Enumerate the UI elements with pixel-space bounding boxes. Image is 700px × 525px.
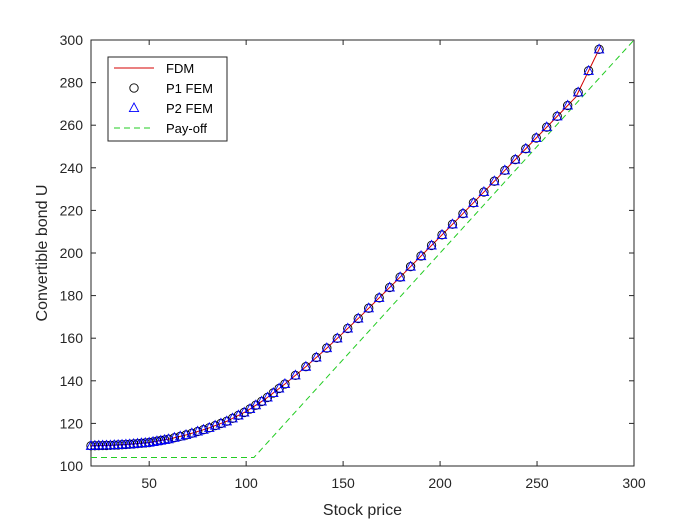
p2-fem-marker — [244, 403, 256, 414]
x-tick-label: 50 — [141, 475, 157, 491]
p2-fem-marker — [342, 322, 354, 333]
series-layer — [85, 39, 635, 458]
p2-fem-marker — [478, 186, 490, 197]
p2-fem-marker — [331, 332, 343, 343]
y-tick-label: 240 — [60, 160, 84, 176]
p2-fem-marker — [499, 164, 511, 175]
p2-fem-marker — [279, 378, 291, 389]
p2-fem-marker — [151, 435, 163, 446]
p2-fem-marker — [363, 302, 375, 313]
legend-label: P2 FEM — [166, 101, 213, 116]
p2-fem-marker — [300, 360, 312, 371]
legend-p1-swatch — [129, 83, 139, 93]
y-tick-label: 160 — [60, 330, 84, 346]
y-tick-label: 140 — [60, 373, 84, 389]
p2-fem-marker — [143, 436, 155, 447]
p2-fem-marker — [530, 131, 542, 142]
y-axis-label: Convertible bond U — [34, 185, 51, 322]
x-tick-label: 250 — [525, 475, 549, 491]
x-axis-label: Stock price — [323, 502, 402, 519]
p2-fem-marker — [384, 281, 396, 292]
p2-fem-marker — [562, 99, 574, 110]
p2-fem-marker — [159, 433, 171, 444]
p2-fem-marker — [509, 153, 521, 164]
legend-label: FDM — [166, 61, 194, 76]
p2-fem-marker — [415, 250, 427, 261]
x-tick-label: 100 — [234, 475, 258, 491]
y-tick-label: 260 — [60, 117, 84, 133]
p2-fem-marker — [457, 207, 469, 218]
y-tick-label: 100 — [60, 458, 84, 474]
series-payoff-line — [91, 39, 635, 458]
p2-fem-marker — [290, 369, 301, 380]
y-tick-label: 300 — [60, 32, 84, 48]
y-tick-label: 200 — [60, 245, 84, 261]
axes-layer: 50 100 150 200 250 300 100 120 140 160 180 200 220 24… — [60, 32, 646, 491]
p2-fem-marker — [520, 142, 532, 153]
p2-fem-marker — [541, 121, 553, 132]
p2-fem-marker — [426, 239, 437, 250]
p2-fem-marker — [551, 110, 563, 121]
x-tick-label: 150 — [331, 475, 355, 491]
p2-fem-marker — [373, 291, 385, 302]
p2-fem-marker — [489, 175, 500, 186]
x-tick-label: 300 — [622, 475, 646, 491]
p2-fem-marker — [394, 271, 406, 282]
p2-fem-marker — [436, 228, 448, 239]
p2-fem-marker — [147, 435, 159, 446]
y-tick-label: 180 — [60, 288, 84, 304]
p2-fem-marker — [593, 43, 605, 54]
legend-p2-swatch — [128, 102, 140, 113]
legend-box — [107, 56, 228, 142]
legend-label: Pay-off — [166, 121, 207, 136]
p2-fem-marker — [352, 312, 364, 323]
legend: FDM P1 FEM P2 FEM Pay-off — [107, 56, 228, 142]
y-tick-label: 280 — [60, 75, 84, 91]
x-tick-label: 200 — [428, 475, 452, 491]
p2-fem-marker — [238, 406, 250, 417]
y-tick-label: 220 — [60, 202, 84, 218]
p2-fem-marker — [405, 260, 416, 271]
p2-fem-marker — [583, 64, 594, 75]
y-tick-label: 120 — [60, 415, 84, 431]
p2-fem-marker — [572, 86, 584, 97]
p2-fem-marker — [468, 196, 479, 207]
legend-label: P1 FEM — [166, 81, 213, 96]
p2-fem-marker — [155, 434, 167, 445]
p2-fem-marker — [310, 351, 322, 362]
series-p2-fem — [85, 43, 605, 450]
p2-fem-marker — [321, 342, 333, 353]
p2-fem-marker — [250, 399, 262, 410]
p2-fem-marker — [447, 218, 458, 229]
